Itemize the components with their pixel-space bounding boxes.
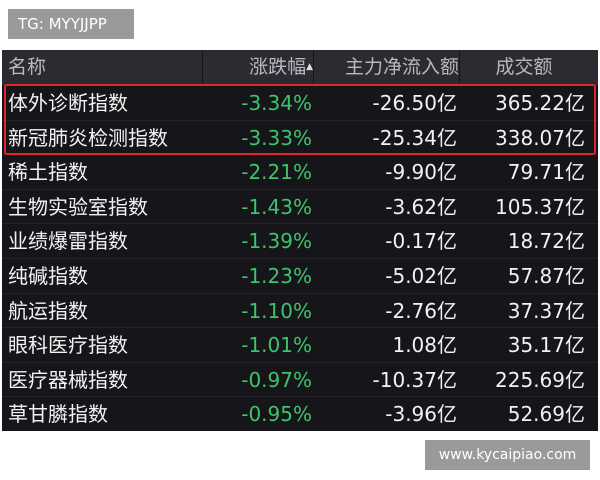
table-cell: 225.69亿 — [495, 367, 585, 392]
header-row: 名称 涨跌幅▲ 主力净流入额 成交额 — [2, 50, 598, 85]
table-cell: -3.96亿 — [385, 402, 457, 427]
table-cell: -9.90亿 — [385, 160, 457, 185]
table-row[interactable]: 新冠肺炎检测指数 -3.33% -25.34亿 338.07亿 — [2, 119, 598, 155]
table-cell: -5.02亿 — [385, 263, 457, 288]
table-row[interactable]: 体外诊断指数 -3.34% -26.50亿 365.22亿 — [2, 85, 598, 120]
table-cell: 医疗器械指数 — [8, 367, 128, 392]
table-row[interactable]: 纯碱指数 -1.23% -5.02亿 57.87亿 — [2, 257, 598, 293]
table-cell: -26.50亿 — [372, 91, 457, 115]
table-row[interactable]: 生物实验室指数 -1.43% -3.62亿 105.37亿 — [2, 188, 598, 224]
table-cell: 52.69亿 — [507, 402, 585, 427]
table-cell: -3.62亿 — [385, 194, 457, 219]
header-cell[interactable]: 涨跌幅▲ — [202, 50, 313, 85]
table-row[interactable]: 医疗器械指数 -0.97% -10.37亿 225.69亿 — [2, 361, 598, 397]
table-row[interactable]: 眼科医疗指数 -1.01% 1.08亿 35.17亿 — [2, 327, 598, 362]
header-cell[interactable]: 主力净流入额 — [313, 50, 459, 85]
watermark: www.kycaipiao.com — [425, 440, 590, 470]
table-row[interactable]: 业绩爆雷指数 -1.39% -0.17亿 18.72亿 — [2, 223, 598, 258]
table-cell: -3.34% — [241, 91, 312, 115]
table-cell: 稀土指数 — [8, 160, 88, 185]
table-cell: -0.17亿 — [385, 229, 457, 254]
table-cell: 18.72亿 — [507, 229, 585, 254]
header-text: 涨跌幅 — [249, 56, 307, 78]
table-cell: 纯碱指数 — [8, 263, 88, 288]
table-row[interactable]: 航运指数 -1.10% -2.76亿 37.37亿 — [2, 292, 598, 328]
table-cell: 79.71亿 — [507, 160, 585, 185]
table-cell: 航运指数 — [8, 298, 88, 323]
table-cell: 眼科医疗指数 — [8, 333, 128, 358]
table-cell: 草甘膦指数 — [8, 402, 108, 427]
table-row[interactable]: 草甘膦指数 -0.95% -3.96亿 52.69亿 — [2, 396, 598, 431]
table-cell: -1.39% — [241, 229, 312, 254]
table-cell: 体外诊断指数 — [8, 91, 128, 115]
sort-icon: ▲ — [306, 62, 313, 72]
badge: TG: MYYJJPP — [8, 9, 134, 39]
table-cell: 105.37亿 — [495, 194, 585, 219]
table-cell: -1.43% — [241, 194, 312, 219]
highlight-box — [4, 84, 596, 155]
table-cell: 1.08亿 — [392, 333, 457, 358]
table-row[interactable]: 稀土指数 -2.21% -9.90亿 79.71亿 — [2, 154, 598, 189]
header-cell[interactable]: 名称 — [8, 56, 47, 78]
table-cell: 业绩爆雷指数 — [8, 229, 128, 254]
table-cell: -2.21% — [241, 160, 312, 185]
table-cell: -25.34亿 — [372, 125, 457, 150]
table-cell: -0.97% — [241, 367, 312, 392]
table-cell: 生物实验室指数 — [8, 194, 148, 219]
table-cell: 35.17亿 — [507, 333, 585, 358]
header-cell[interactable]: 成交额 — [459, 50, 588, 85]
table-cell: 37.37亿 — [507, 298, 585, 323]
table-cell: -1.10% — [241, 298, 312, 323]
table-cell: -2.76亿 — [385, 298, 457, 323]
table-cell: 365.22亿 — [495, 91, 585, 115]
table-cell: -10.37亿 — [372, 367, 457, 392]
table-cell: 57.87亿 — [507, 263, 585, 288]
table-cell: 新冠肺炎检测指数 — [8, 125, 168, 150]
table-cell: -1.01% — [241, 333, 312, 358]
table-cell: -1.23% — [241, 263, 312, 288]
table-cell: -0.95% — [241, 402, 312, 427]
table-cell: -3.33% — [241, 125, 312, 150]
table-cell: 338.07亿 — [495, 125, 585, 150]
